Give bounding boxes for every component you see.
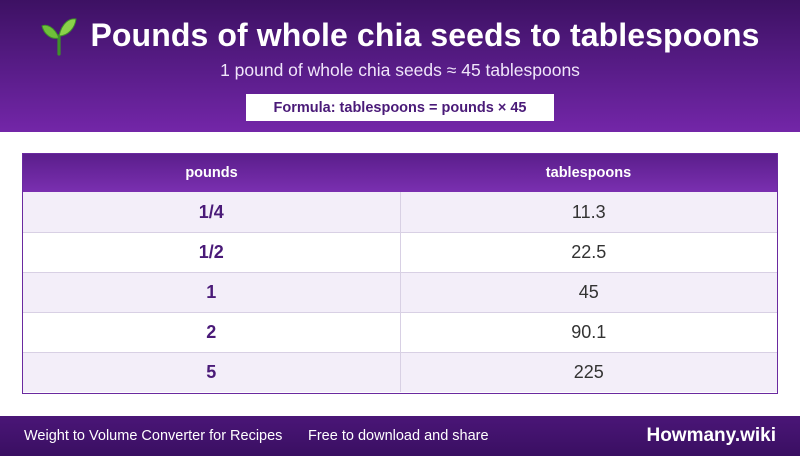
pounds-cell: 2 <box>23 313 401 352</box>
table-header: pounds tablespoons <box>23 154 777 192</box>
tablespoons-cell: 11.3 <box>571 201 606 222</box>
table-body: 1/4 11.3 1/2 22.5 1 45 2 90.1 5 225 <box>23 192 777 392</box>
pounds-cell: 1/2 <box>23 233 401 272</box>
table-row: 1 45 <box>23 272 777 312</box>
column-header-pounds: pounds <box>185 165 238 181</box>
table-row: 1/2 22.5 <box>23 232 777 272</box>
column-header-tablespoons: tablespoons <box>545 165 632 181</box>
pounds-cell: 1/4 <box>23 192 401 232</box>
title-row: Pounds of whole chia seeds to tablespoon… <box>0 14 800 56</box>
sprout-icon <box>41 18 78 56</box>
footer-converter-link[interactable]: Weight to Volume Converter for Recipes <box>24 428 283 444</box>
pounds-cell: 1 <box>23 273 401 312</box>
table-row: 2 90.1 <box>23 312 777 352</box>
formula-box: Formula: tablespoons = pounds × 45 <box>246 94 554 121</box>
brand-logo[interactable]: Howmany.wiki <box>646 425 776 446</box>
footer-bar: Weight to Volume Converter for Recipes F… <box>0 416 800 456</box>
table-row: 5 225 <box>23 352 777 392</box>
conversion-table: pounds tablespoons 1/4 11.3 1/2 22.5 1 4… <box>22 153 778 394</box>
tablespoons-cell: 90.1 <box>571 322 607 342</box>
page-title: Pounds of whole chia seeds to tablespoon… <box>90 16 760 53</box>
pounds-cell: 5 <box>23 353 401 392</box>
tablespoons-cell: 45 <box>578 282 599 302</box>
tablespoons-cell: 22.5 <box>571 242 607 262</box>
tablespoons-cell: 225 <box>573 362 604 382</box>
table-row: 1/4 11.3 <box>23 192 777 232</box>
header-banner: Pounds of whole chia seeds to tablespoon… <box>0 0 800 132</box>
subtitle: 1 pound of whole chia seeds ≈ 45 tablesp… <box>220 60 580 80</box>
footer-share-text: Free to download and share <box>308 428 489 444</box>
